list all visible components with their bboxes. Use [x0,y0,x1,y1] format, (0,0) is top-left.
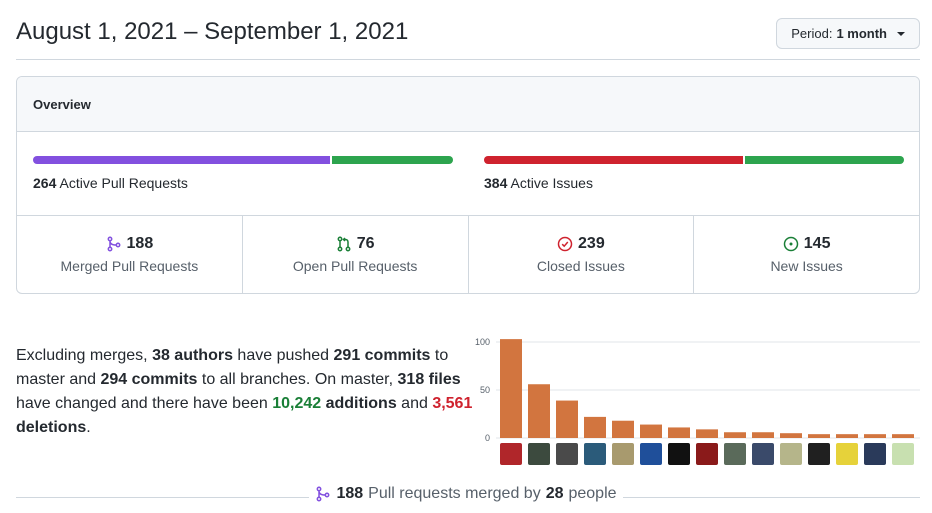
contributor-avatar[interactable] [836,443,858,465]
date-range-title: August 1, 2021 – September 1, 2021 [16,18,409,45]
stat-merged-pull-requests[interactable]: 188 Merged Pull Requests [17,216,243,293]
authors-count: 38 authors [152,347,233,364]
contributor-bar[interactable] [640,424,662,438]
contributor-bar[interactable] [752,432,774,438]
active-pr-text: Active Pull Requests [59,175,188,191]
issues-bar [484,156,904,164]
contributor-bar[interactable] [864,434,886,438]
summary-text: to all branches. On master, [197,371,398,388]
merged-pr-segment [33,156,330,164]
merged-pr-footer: 188 Pull requests merged by 28 people [0,485,932,507]
summary-text: . [86,419,91,436]
open-issue-icon [783,236,799,252]
stat-closed-issues[interactable]: 239 Closed Issues [469,216,695,293]
contributor-bar[interactable] [500,339,522,438]
contributor-avatar[interactable] [528,443,550,465]
new-issues-segment [745,156,904,164]
y-tick-label: 0 [485,433,490,443]
overview-title: Overview [17,77,919,132]
contributor-bar[interactable] [556,400,578,438]
contributor-avatar[interactable] [892,443,914,465]
summary-text: Excluding merges, [16,347,153,364]
new-issues-count: 145 [803,235,831,252]
contributor-avatar[interactable] [640,443,662,465]
master-commits-count: 291 commits [333,347,431,364]
footer-people-count: 28 [545,485,564,502]
merged-pr-count: 188 [126,235,154,252]
contributor-bar[interactable] [724,432,746,438]
new-issues-label: New Issues [770,258,843,274]
contributor-avatar[interactable] [556,443,578,465]
additions-count: 10,242 [272,395,322,412]
issues-summary[interactable]: 384 Active Issues [484,156,904,191]
overview-panel: Overview 264 Active Pull Requests 384 Ac… [16,76,920,294]
active-issues-label: 384 Active Issues [484,175,904,191]
contributor-avatars [498,443,918,465]
contributor-avatar[interactable] [780,443,802,465]
period-value: 1 month [836,26,887,41]
y-tick-label: 100 [475,337,490,347]
contributor-avatar[interactable] [612,443,634,465]
merged-pr-label: Merged Pull Requests [60,258,199,274]
summary-text: have changed and there have been [16,395,273,412]
contributor-avatar[interactable] [584,443,606,465]
summary-text: to master and [16,347,449,388]
stat-new-issues[interactable]: 145 New Issues [694,216,919,293]
active-issues-count: 384 [484,175,508,191]
open-pr-count: 76 [356,235,375,252]
pull-requests-summary[interactable]: 264 Active Pull Requests [33,156,453,191]
deletions-count: 3,561 [432,395,473,412]
contributor-avatar[interactable] [500,443,522,465]
closed-issue-icon [557,236,573,252]
deletions-word: deletions [16,419,87,436]
period-prefix: Period: [791,26,833,41]
overview-bars: 264 Active Pull Requests 384 Active Issu… [17,132,919,216]
contributor-avatar[interactable] [808,443,830,465]
contributor-bar[interactable] [612,420,634,438]
contributor-avatar[interactable] [668,443,690,465]
closed-issues-segment [484,156,744,164]
open-pr-label: Open Pull Requests [292,258,418,274]
merged-pr-icon [317,486,330,502]
contributor-avatar[interactable] [864,443,886,465]
active-pr-label: 264 Active Pull Requests [33,175,453,191]
footer-text: people [568,485,617,502]
header: August 1, 2021 – September 1, 2021 Perio… [16,16,920,60]
open-pr-icon [337,236,351,252]
stat-open-pull-requests[interactable]: 76 Open Pull Requests [243,216,469,293]
contributor-bar[interactable] [836,434,858,438]
closed-issues-count: 239 [578,235,605,252]
period-dropdown-button[interactable]: Period: 1 month [776,18,920,49]
contributor-bar[interactable] [668,427,690,438]
summary-text: and [396,395,433,412]
contributor-bar[interactable] [892,434,914,438]
active-issues-text: Active Issues [510,175,593,191]
contributor-bar[interactable] [584,416,606,438]
summary-text: have pushed [232,347,334,364]
caret-down-icon [897,31,905,36]
contributor-avatar[interactable] [696,443,718,465]
files-changed-count: 318 files [397,371,461,388]
contributors-bar-chart: 0 50 100 [475,337,920,443]
open-pr-segment [331,156,453,164]
y-tick-label: 50 [480,385,490,395]
all-branch-commits-count: 294 commits [100,371,198,388]
merged-pr-icon [107,236,120,252]
additions-word: additions [325,395,397,412]
pull-requests-bar [33,156,453,164]
commit-summary: Excluding merges, 38 authors have pushed… [16,344,476,440]
contributor-bar[interactable] [528,384,550,438]
contributor-bar[interactable] [696,429,718,438]
contributor-avatar[interactable] [724,443,746,465]
contributor-avatar[interactable] [752,443,774,465]
overview-stats: 188 Merged Pull Requests 76 Open Pull Re… [17,216,919,293]
active-pr-count: 264 [33,175,57,191]
contributor-bar[interactable] [808,434,830,438]
closed-issues-label: Closed Issues [536,258,625,274]
contributor-bar[interactable] [780,433,802,438]
footer-merged-count: 188 [336,485,364,502]
footer-text: Pull requests merged by [368,485,541,502]
